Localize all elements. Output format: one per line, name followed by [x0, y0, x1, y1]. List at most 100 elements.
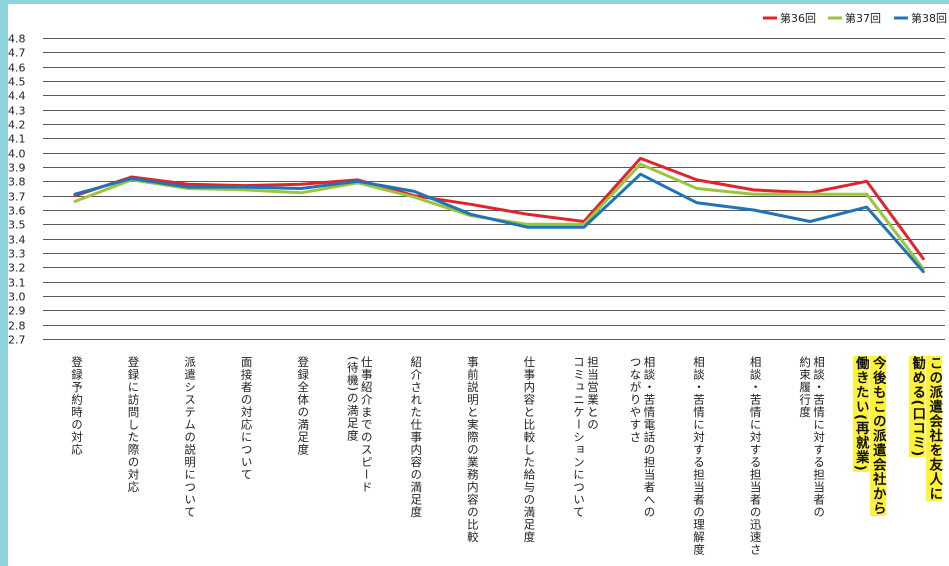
- category-label-line: 相談・苦情電話の担当者への: [642, 356, 657, 519]
- category-label-line: 仕事内容と比較した給与の満足度: [522, 356, 537, 544]
- category-label: 相談・苦情に対する担当者の 約束履行度: [798, 356, 826, 519]
- y-tick-label: 4.4: [8, 90, 26, 103]
- data-point: [413, 195, 416, 199]
- series-line: [73, 172, 925, 274]
- series-line: [73, 156, 925, 261]
- category-label: 事前説明と実際の業務内容の比較: [466, 356, 480, 544]
- data-point: [639, 173, 642, 176]
- category-label: 登録予約時の対応: [70, 356, 84, 456]
- y-tick-label: 3.2: [8, 262, 26, 275]
- category-label-line: 登録全体の満足度: [296, 356, 311, 456]
- category-label-line: 相談・苦情に対する担当者の迅速さ: [748, 356, 763, 556]
- legend-label: 第37回: [845, 11, 881, 25]
- data-point: [130, 177, 133, 180]
- category-label-line: 仕事紹介までのスピード: [359, 356, 374, 494]
- data-point: [73, 200, 77, 203]
- category-label-line: 相談・苦情に対する担当者の理解度: [692, 356, 707, 556]
- category-label-line: 勧める(口コミ): [909, 356, 926, 458]
- category-label-line: 今後もこの派遣会社から: [869, 356, 886, 516]
- data-point: [865, 180, 868, 183]
- category-label: この派遣会社を友人に 勧める(口コミ): [908, 356, 943, 501]
- y-tick-label: 4.6: [8, 62, 26, 75]
- category-label-line: 約束履行度: [798, 356, 813, 419]
- category-label: 登録に訪問した際の対応: [127, 356, 141, 494]
- legend-label: 第36回: [780, 11, 816, 25]
- category-label-line: つながりやすさ: [628, 356, 643, 444]
- y-tick-label: 4.0: [8, 148, 26, 161]
- y-tick-label: 2.7: [8, 334, 26, 347]
- category-label-line: 事前説明と実際の業務内容の比較: [465, 356, 480, 544]
- data-point: [922, 257, 925, 260]
- y-tick-label: 3.5: [8, 219, 26, 232]
- category-label: 紹介された仕事内容の満足度: [409, 356, 423, 519]
- data-point: [73, 193, 77, 196]
- frame-top-border: [0, 0, 949, 4]
- data-point: [300, 183, 303, 186]
- category-label-line: 働きたい(再就業): [852, 356, 869, 472]
- data-point: [582, 226, 586, 229]
- y-tick-label: 3.6: [8, 205, 26, 218]
- category-label-line: 紹介された仕事内容の満足度: [409, 356, 424, 519]
- y-tick-label: 4.5: [8, 76, 26, 89]
- y-tick-label: 3.9: [8, 162, 26, 175]
- category-label-line: (待機)の満足度: [345, 356, 360, 442]
- data-point: [186, 185, 190, 189]
- data-point: [639, 157, 642, 160]
- data-point: [526, 213, 529, 216]
- data-point: [526, 223, 529, 226]
- y-tick-label: 4.2: [8, 119, 26, 132]
- data-point: [695, 201, 699, 204]
- y-tick-label: 4.8: [8, 33, 26, 46]
- y-tick-label: 3.8: [8, 176, 26, 189]
- data-point: [808, 220, 812, 223]
- category-label-line: この派遣会社を友人に: [926, 356, 943, 501]
- y-tick-label: 3.7: [8, 191, 26, 204]
- category-label-line: 相談・苦情に対する担当者の: [812, 356, 827, 519]
- line-chart: 4.84.74.64.54.44.34.24.14.03.93.83.73.63…: [8, 11, 947, 347]
- data-point: [922, 270, 925, 273]
- category-label: 今後もこの派遣会社から 働きたい(再就業): [852, 356, 886, 516]
- category-label: 仕事紹介までのスピード (待機)の満足度: [346, 356, 374, 494]
- data-point: [526, 226, 529, 229]
- y-tick-label: 4.7: [8, 47, 26, 60]
- legend-label: 第38回: [911, 11, 947, 25]
- category-label-line: 派遣システムの説明について: [183, 356, 198, 519]
- category-label: 担当営業との コミュニケーションについて: [572, 356, 600, 519]
- data-point: [300, 191, 303, 194]
- frame-left-border: [0, 0, 8, 566]
- data-point: [469, 203, 472, 206]
- data-point: [356, 180, 359, 183]
- data-point: [300, 187, 303, 190]
- data-point: [865, 205, 868, 209]
- category-label-line: 登録に訪問した際の対応: [126, 356, 141, 494]
- data-point: [752, 193, 755, 196]
- y-tick-label: 2.8: [8, 320, 26, 333]
- category-label-line: 面接者の対応について: [239, 356, 254, 481]
- y-tick-label: 3.4: [8, 234, 26, 247]
- data-point: [752, 208, 755, 212]
- y-tick-label: 3.1: [8, 277, 26, 290]
- y-tick-label: 4.3: [8, 105, 26, 118]
- data-point: [243, 188, 246, 192]
- category-label-line: 登録予約時の対応: [70, 356, 84, 456]
- y-tick-label: 3.0: [8, 291, 26, 304]
- data-point: [808, 193, 812, 196]
- data-point: [695, 178, 699, 182]
- category-label: 相談・苦情に対する担当者の迅速さ: [749, 356, 763, 556]
- data-point: [639, 162, 642, 166]
- data-point: [186, 183, 190, 186]
- data-point: [469, 213, 472, 216]
- data-point: [752, 188, 755, 192]
- y-tick-label: 2.9: [8, 305, 26, 318]
- category-label: 相談・苦情電話の担当者への つながりやすさ: [629, 356, 657, 519]
- series-line: [73, 162, 925, 271]
- category-label: 登録全体の満足度: [296, 356, 310, 456]
- y-tick-label: 3.3: [8, 248, 26, 261]
- category-label: 仕事内容と比較した給与の満足度: [522, 356, 536, 544]
- y-tick-label: 4.1: [8, 133, 26, 146]
- category-label: 相談・苦情に対する担当者の理解度: [692, 356, 706, 556]
- data-point: [865, 193, 868, 196]
- category-label-line: 担当営業との: [585, 356, 600, 431]
- data-point: [243, 185, 246, 189]
